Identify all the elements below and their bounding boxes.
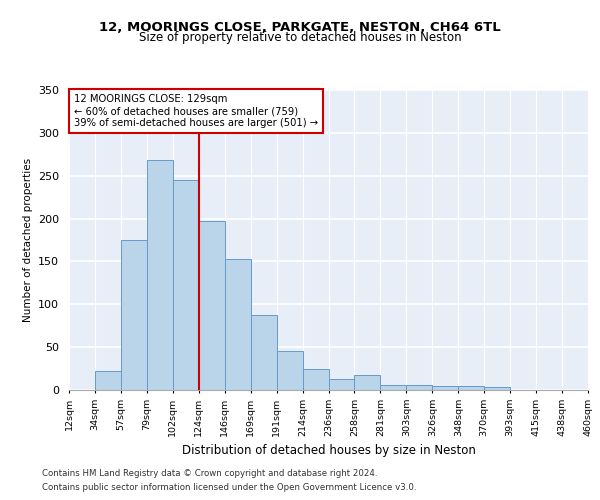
- Bar: [199, 221, 224, 390]
- Bar: [251, 314, 277, 390]
- Bar: [225, 259, 251, 390]
- Text: Contains HM Land Registry data © Crown copyright and database right 2024.: Contains HM Land Registry data © Crown c…: [42, 468, 377, 477]
- Text: Contains public sector information licensed under the Open Government Licence v3: Contains public sector information licen…: [42, 484, 416, 492]
- Text: Size of property relative to detached houses in Neston: Size of property relative to detached ho…: [139, 31, 461, 44]
- Bar: [433, 386, 458, 390]
- Bar: [95, 371, 121, 390]
- Bar: [406, 385, 432, 390]
- Bar: [380, 385, 406, 390]
- Bar: [147, 160, 173, 390]
- Bar: [484, 388, 510, 390]
- Bar: [173, 180, 199, 390]
- Bar: [355, 374, 380, 390]
- Bar: [329, 379, 355, 390]
- X-axis label: Distribution of detached houses by size in Neston: Distribution of detached houses by size …: [182, 444, 475, 458]
- Text: 12 MOORINGS CLOSE: 129sqm
← 60% of detached houses are smaller (759)
39% of semi: 12 MOORINGS CLOSE: 129sqm ← 60% of detac…: [74, 94, 319, 128]
- Y-axis label: Number of detached properties: Number of detached properties: [23, 158, 32, 322]
- Bar: [302, 370, 329, 390]
- Bar: [458, 386, 484, 390]
- Bar: [277, 350, 302, 390]
- Bar: [121, 240, 147, 390]
- Text: 12, MOORINGS CLOSE, PARKGATE, NESTON, CH64 6TL: 12, MOORINGS CLOSE, PARKGATE, NESTON, CH…: [99, 21, 501, 34]
